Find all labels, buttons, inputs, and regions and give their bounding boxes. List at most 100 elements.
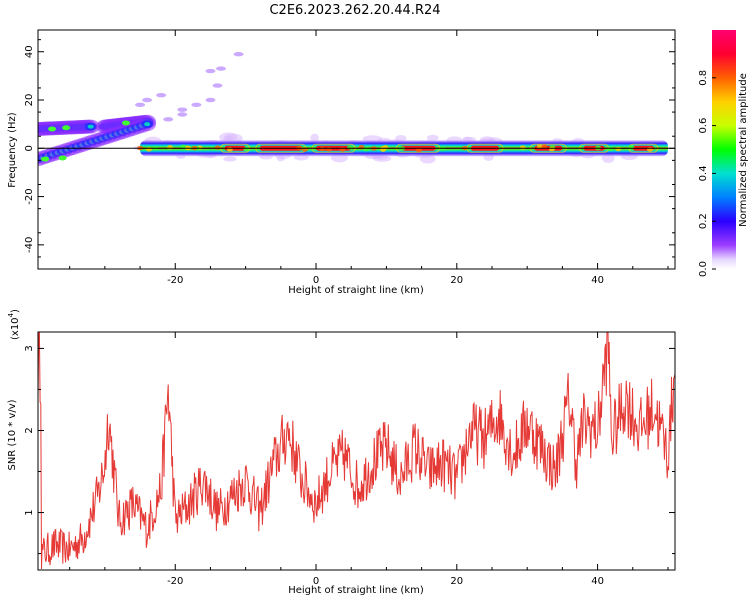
- colorbar-label: Normalized spectral amplitude: [738, 73, 749, 227]
- heatmap-x-tick: 0: [313, 30, 319, 286]
- snr-y-tick-label: 3: [24, 345, 35, 351]
- heatmap-y-tick: 40: [24, 45, 675, 58]
- heatmap-haze-blob: [219, 132, 238, 143]
- heatmap-faint-streak: [163, 117, 174, 122]
- heatmap-y-tick-label: 40: [24, 45, 35, 58]
- colorbar-tick: 0.6: [698, 118, 716, 134]
- heatmap-y-tick-label: 0: [24, 145, 35, 151]
- colorbar-tick: 0.2: [698, 213, 716, 229]
- snr-x-tick: -20: [167, 332, 183, 587]
- heatmap-haze-blob: [419, 154, 436, 164]
- heatmap-band-blob: [607, 146, 614, 152]
- heatmap-x-tick-label: 20: [450, 275, 463, 286]
- heatmap-upper-branch-core: [87, 124, 94, 129]
- colorbar-tick: 0.4: [698, 165, 716, 181]
- heatmap-y-tick: -20: [24, 188, 675, 205]
- heatmap-x-tick: 20: [450, 30, 463, 286]
- heatmap-haze-blob: [276, 155, 285, 162]
- snr-y-tick: 1: [24, 509, 675, 516]
- snr-y-tick: 3: [24, 345, 675, 352]
- snr-y-tick-label: 1: [24, 509, 35, 515]
- heatmap-band-blob: [415, 147, 422, 153]
- heatmap-faint-streak: [177, 107, 188, 112]
- snr-y-tick: 2: [24, 427, 675, 434]
- heatmap-branch-hotspot: [41, 156, 50, 162]
- heatmap-x-tick-label: -20: [167, 275, 183, 286]
- heatmap-y-tick-label: -40: [24, 237, 35, 253]
- snr-series-line: [38, 332, 675, 570]
- colorbar-tick: 0.8: [698, 70, 716, 86]
- colorbar: 0.0 0.2 0.4 0.6 0.8 Normalized spectral ampl…: [698, 30, 749, 277]
- snr-x-tick-label: -20: [167, 576, 183, 587]
- snr-y-ticks: 1 2 3: [24, 345, 675, 555]
- heatmap-x-tick: 40: [591, 30, 604, 286]
- heatmap-panel: -20 0 20 40 -40 -20 0 20 40 Height of straight …: [7, 29, 676, 296]
- snr-panel: -20 0 20 40 1 2 3 Height of straight line (km…: [7, 309, 676, 596]
- heatmap-content: [38, 51, 675, 167]
- snr-x-ticks: -20 0 20 40: [69, 332, 669, 587]
- snr-x-tick: 20: [450, 332, 463, 587]
- heatmap-y-tick-label: -20: [24, 188, 35, 204]
- heatmap-lower-branch-core: [144, 122, 151, 127]
- snr-x-axis-label: Height of straight line (km): [288, 585, 424, 596]
- heatmap-x-tick-label: 40: [591, 275, 604, 286]
- snr-x-tick-label: 40: [591, 576, 604, 587]
- colorbar-tick-label: 0.6: [698, 118, 709, 134]
- heatmap-faint-streak: [177, 112, 188, 117]
- snr-frame: [37, 331, 676, 571]
- heatmap-x-tick-label: 0: [313, 275, 319, 286]
- heatmap-haze-blob: [426, 134, 439, 141]
- heatmap-branch-hotspot: [121, 120, 130, 126]
- snr-y-tick-label: 2: [24, 427, 35, 433]
- colorbar-tick-label: 0.8: [698, 70, 709, 86]
- heatmap-band-blob: [167, 145, 174, 150]
- heatmap-frame: [37, 29, 676, 270]
- heatmap-faint-streak: [191, 102, 202, 108]
- heatmap-faint-streak: [216, 66, 227, 71]
- heatmap-branch-hotspot: [48, 126, 57, 132]
- heatmap-faint-streak: [205, 97, 216, 103]
- heatmap-faint-streak: [205, 68, 216, 74]
- heatmap-faint-streak: [156, 92, 167, 98]
- heatmap-band-blob: [346, 145, 353, 150]
- heatmap-branch-hotspot: [62, 125, 71, 131]
- colorbar-ticks: 0.0 0.2 0.4 0.6 0.8: [698, 70, 716, 277]
- snr-x-tick: 40: [591, 332, 604, 587]
- colorbar-tick-label: 0.2: [698, 213, 709, 229]
- heatmap-x-axis-label: Height of straight line (km): [288, 285, 424, 296]
- colorbar-tick-label: 0.0: [698, 261, 709, 277]
- heatmap-branch-hotspot: [58, 155, 67, 161]
- snr-y-multiplier: (x104): [7, 309, 21, 340]
- heatmap-band-blob: [541, 144, 548, 149]
- heatmap-x-tick: -20: [167, 30, 183, 286]
- snr-x-tick-label: 0: [313, 576, 319, 587]
- colorbar-gradient: [712, 30, 736, 269]
- heatmap-y-tick-label: 20: [24, 94, 35, 107]
- heatmap-band-blob: [214, 145, 221, 150]
- heatmap-band-blob: [548, 146, 555, 152]
- heatmap-band-blob: [325, 147, 332, 152]
- colorbar-tick-label: 0.4: [698, 165, 709, 181]
- snr-y-axis-label: SNR (10 * v/v): [7, 399, 18, 470]
- heatmap-y-ticks: -40 -20 0 20 40: [24, 39, 675, 258]
- heatmap-haze-blob: [310, 133, 319, 143]
- heatmap-band-blob: [363, 146, 370, 152]
- heatmap-band-blob: [536, 144, 543, 149]
- heatmap-faint-streak: [233, 51, 244, 57]
- figure-title: C2E6.2023.262.20.44.R24: [269, 3, 440, 18]
- heatmap-y-tick: -40: [24, 237, 675, 253]
- heatmap-y-tick: 20: [24, 94, 675, 107]
- heatmap-faint-streak: [212, 83, 223, 88]
- heatmap-faint-streak: [142, 97, 153, 103]
- heatmap-y-axis-label: Frequency (Hz): [7, 112, 18, 188]
- heatmap-band-blob: [243, 147, 250, 152]
- heatmap-band-blob: [615, 146, 622, 152]
- heatmap-y-tick: 0: [24, 145, 675, 151]
- snr-x-tick: 0: [313, 332, 319, 587]
- heatmap-band-blob: [519, 145, 526, 150]
- heatmap-haze-blob: [223, 156, 237, 162]
- snr-background: [38, 332, 675, 570]
- heatmap-faint-streak: [135, 102, 146, 108]
- heatmap-band-blob: [319, 146, 326, 152]
